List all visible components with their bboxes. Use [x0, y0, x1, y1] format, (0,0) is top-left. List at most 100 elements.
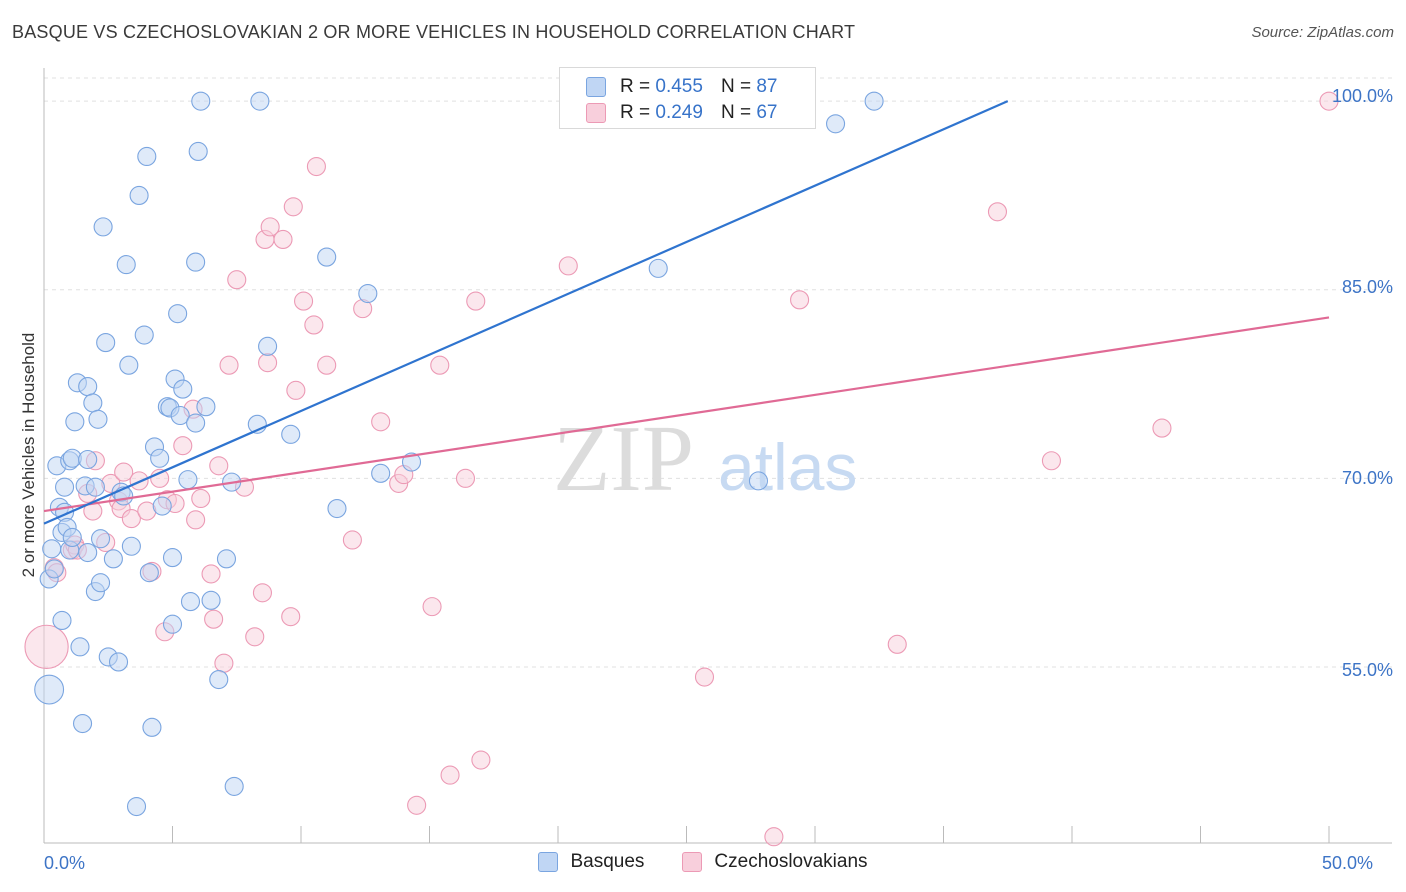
basques-point	[864, 91, 884, 111]
basques-point	[126, 796, 147, 817]
basques-point	[129, 185, 149, 206]
basques-point	[748, 471, 769, 491]
czechoslovakians-point	[252, 583, 273, 603]
basques-points	[34, 91, 884, 817]
legend-item-czechoslovakians[interactable]: Czechoslovakians	[682, 851, 868, 873]
basques-point	[142, 717, 162, 737]
basques-point	[44, 559, 64, 579]
n-value: 87	[756, 76, 778, 97]
czechoslovakians-point	[219, 355, 239, 375]
czechoslovakians-point	[790, 290, 810, 310]
legend-label: Basques	[570, 851, 645, 872]
y-tick-label: 85.0%	[1341, 277, 1393, 297]
y-tick-label: 70.0%	[1341, 468, 1393, 488]
n-value: 67	[756, 102, 778, 123]
czechoslovakians-point	[294, 291, 314, 311]
y-tick-label: 55.0%	[1341, 660, 1393, 680]
chart-title: BASQUE VS CZECHOSLOVAKIAN 2 OR MORE VEHI…	[12, 22, 856, 42]
basques-point	[180, 592, 201, 612]
czechoslovakians-point	[1152, 418, 1172, 438]
basques-point	[250, 91, 270, 111]
czechoslovakians-point	[191, 488, 211, 509]
czechoslovakians-point	[209, 456, 229, 476]
basques-point	[178, 470, 198, 490]
czechoslovakians-point	[455, 468, 476, 488]
basques-point	[224, 776, 244, 796]
czechoslovakians-point	[342, 530, 362, 550]
basques-point	[83, 393, 103, 413]
basques-point	[93, 217, 113, 237]
czechoslovakians-point	[764, 827, 784, 847]
czechoslovakians-point	[306, 156, 326, 177]
czechoslovakians-point	[471, 750, 491, 770]
basques-point	[65, 412, 85, 432]
czechoslovakians-point	[227, 270, 247, 290]
watermark-zip: ZIP	[553, 407, 694, 511]
basques-point	[137, 146, 157, 167]
n-label: N =	[720, 76, 752, 97]
basques-point	[196, 397, 216, 417]
basques-point	[162, 614, 183, 634]
czechoslovakians-point	[245, 627, 265, 647]
basques-point	[281, 424, 301, 444]
czechoslovakians-point	[173, 436, 193, 456]
gridlines	[44, 77, 1392, 668]
czechoslovakians-point	[987, 202, 1008, 222]
legend-item-basques[interactable]: Basques	[538, 851, 644, 873]
czechoslovakians-point	[1319, 91, 1339, 111]
czechoslovakians-point	[201, 564, 221, 584]
basques-point	[78, 542, 98, 563]
basques-trend-line	[43, 100, 1009, 525]
basques-point	[116, 255, 136, 275]
basques-swatch	[586, 77, 606, 97]
basques-point	[78, 377, 98, 397]
basques-point	[52, 610, 72, 630]
r-value: 0.455	[655, 76, 703, 97]
basques-point	[317, 247, 337, 267]
series-legend: Basques Czechoslovakians	[0, 851, 1406, 873]
source-credit: Source: ZipAtlas.com	[1251, 24, 1394, 41]
trend-lines	[43, 100, 1330, 525]
basques-swatch	[538, 852, 559, 872]
legend-label: Czechoslovakians	[714, 851, 868, 872]
basques-point	[139, 563, 159, 583]
basques-point	[42, 539, 62, 559]
czechoslovakians-point	[887, 634, 907, 654]
basques-point	[191, 91, 211, 111]
x-tick-label: 50.0%	[1322, 853, 1374, 873]
czechoslovakians-point	[121, 509, 141, 529]
basques-point	[648, 258, 668, 278]
basques-point	[170, 405, 190, 426]
basques-point	[216, 549, 237, 569]
watermark: ZIP atlas	[553, 407, 857, 511]
r-value: 0.249	[655, 102, 703, 123]
basques-point	[90, 573, 111, 593]
czechoslovakians-point	[466, 291, 486, 311]
basques-point	[150, 448, 170, 468]
czechoslovakians-point	[204, 609, 224, 629]
czechoslovakians-point	[260, 217, 280, 237]
basques-point	[168, 304, 188, 324]
czechoslovakians-swatch	[682, 852, 703, 872]
basques-point	[186, 413, 206, 433]
legend-row-basques: R = 0.455 N = 87	[586, 75, 777, 99]
basques-point	[90, 529, 111, 549]
basques-point	[152, 496, 172, 516]
czechoslovakians-point	[273, 229, 293, 250]
czechoslovakians-point	[114, 462, 134, 482]
basques-point	[258, 336, 278, 356]
basques-point	[358, 283, 378, 304]
r-label: R =	[620, 102, 651, 123]
basques-point	[826, 114, 846, 134]
czechoslovakians-point	[558, 256, 578, 276]
basques-point	[201, 590, 221, 610]
basques-point	[55, 477, 75, 497]
czechoslovakians-point	[281, 607, 301, 627]
x-tick-label: 0.0%	[44, 853, 86, 873]
basques-point	[173, 379, 193, 399]
czechoslovakians-point	[694, 667, 715, 687]
basques-point	[327, 498, 347, 519]
czechoslovakians-swatch	[586, 103, 606, 123]
basques-point	[96, 333, 116, 353]
